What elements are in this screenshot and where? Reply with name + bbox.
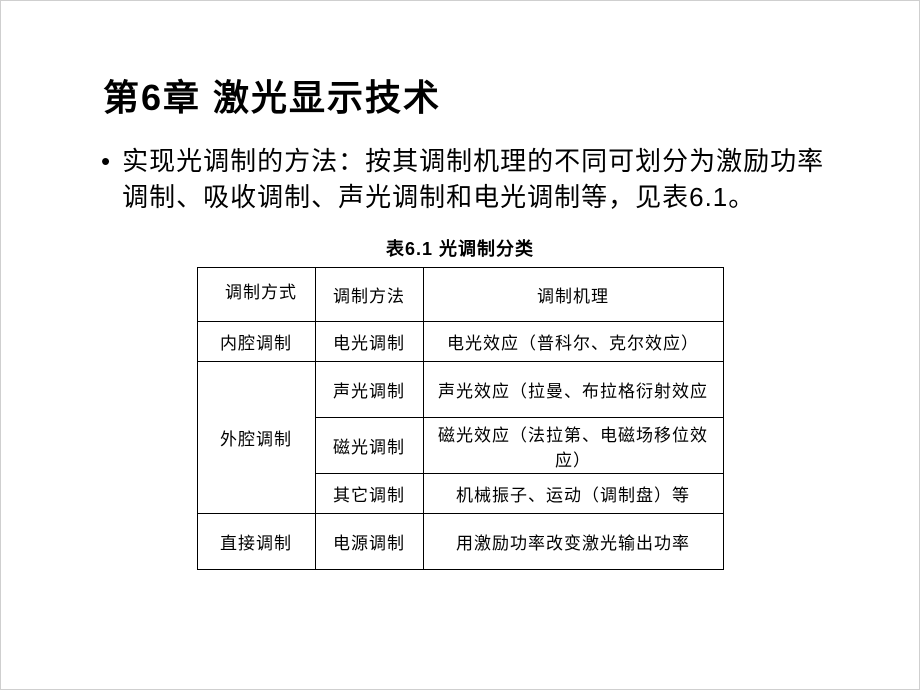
table-row: 内腔调制 电光调制 电光效应（普科尔、克尔效应）: [197, 322, 723, 362]
table-header-row: 调制方式 调制方法 调制机理: [197, 268, 723, 322]
chapter-title: 第6章 激光显示技术: [103, 69, 829, 121]
cell-mode: 直接调制: [197, 514, 315, 570]
cell-mode: 外腔调制: [197, 362, 315, 514]
cell-method: 磁光调制: [315, 418, 423, 474]
cell-mech: 用激励功率改变激光输出功率: [423, 514, 723, 570]
cell-mech: 磁光效应（法拉第、电磁场移位效应）: [423, 418, 723, 474]
cell-method: 电源调制: [315, 514, 423, 570]
cell-method: 声光调制: [315, 362, 423, 418]
cell-mech: 电光效应（普科尔、克尔效应）: [423, 322, 723, 362]
table-row: 直接调制 电源调制 用激励功率改变激光输出功率: [197, 514, 723, 570]
modulation-table: 调制方式 调制方法 调制机理 内腔调制 电光调制 电光效应（普科尔、克尔效应） …: [197, 267, 724, 570]
table-row: 外腔调制 声光调制 声光效应（拉曼、布拉格衍射效应: [197, 362, 723, 418]
cell-method: 其它调制: [315, 474, 423, 514]
cell-mode: 内腔调制: [197, 322, 315, 362]
th-mechanism: 调制机理: [423, 268, 723, 322]
bullet-text: 实现光调制的方法：按其调制机理的不同可划分为激励功率调制、吸收调制、声光调制和电…: [122, 143, 829, 215]
slide-container: 第6章 激光显示技术 • 实现光调制的方法：按其调制机理的不同可划分为激励功率调…: [0, 0, 920, 690]
cell-method: 电光调制: [315, 322, 423, 362]
table-caption: 表6.1 光调制分类: [91, 235, 829, 261]
th-method: 调制方法: [315, 268, 423, 322]
bullet-item: • 实现光调制的方法：按其调制机理的不同可划分为激励功率调制、吸收调制、声光调制…: [101, 143, 829, 215]
cell-mech: 声光效应（拉曼、布拉格衍射效应: [423, 362, 723, 418]
bullet-dot-icon: •: [101, 143, 110, 179]
th-mode: 调制方式: [197, 268, 315, 322]
cell-mech: 机械振子、运动（调制盘）等: [423, 474, 723, 514]
